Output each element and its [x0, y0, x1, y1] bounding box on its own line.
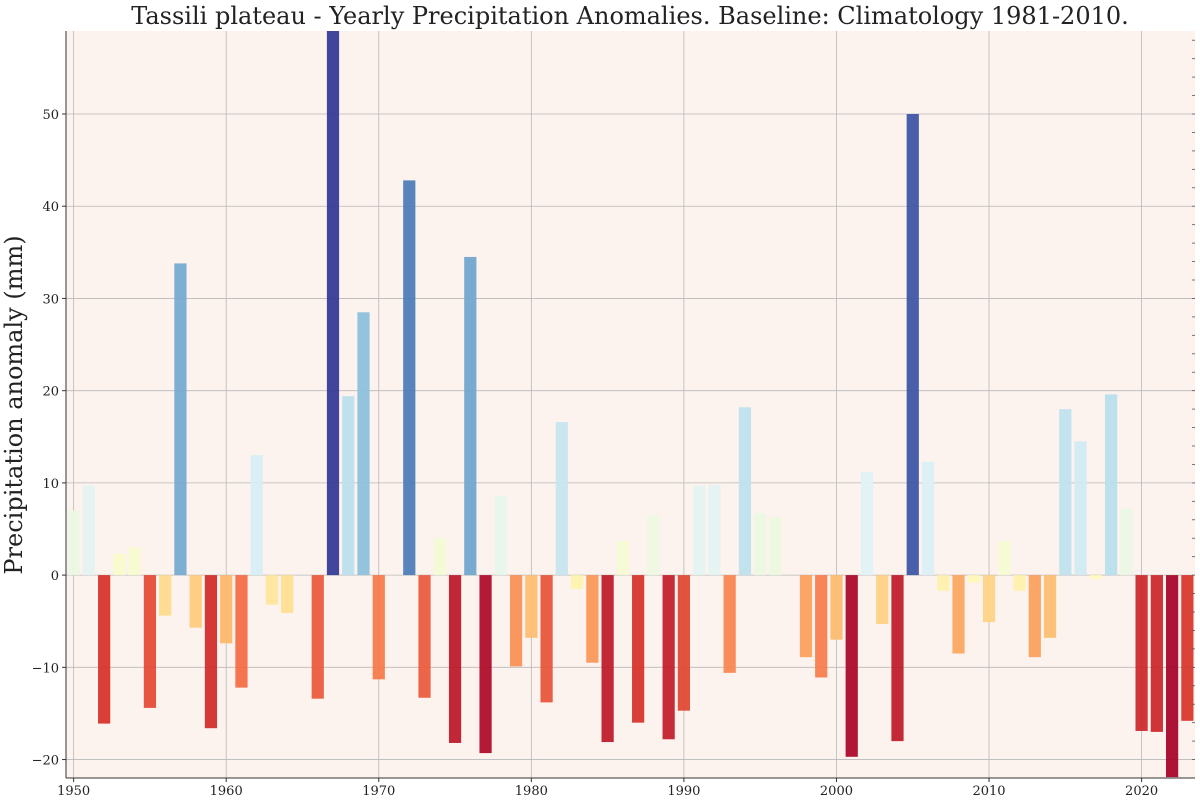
bar-1984 — [586, 575, 599, 663]
plot-area — [66, 31, 1195, 778]
bar-2005 — [906, 114, 919, 576]
bar-2001 — [845, 575, 858, 757]
bar-2020 — [1135, 575, 1148, 731]
bar-1981 — [540, 575, 553, 703]
bar-1999 — [815, 575, 828, 678]
x-tick-label: 2020 — [1125, 784, 1158, 799]
bar-1966 — [311, 575, 324, 699]
bar-1968 — [342, 396, 355, 576]
bar-1957 — [174, 263, 187, 576]
y-tick-label: −10 — [32, 661, 59, 676]
x-tick-label: 1950 — [57, 784, 90, 799]
y-tick-label: 30 — [42, 292, 59, 307]
bar-1963 — [265, 575, 279, 605]
bar-1989 — [662, 575, 675, 740]
bar-2018 — [1104, 394, 1118, 576]
bar-1995 — [754, 513, 767, 576]
bar-1977 — [479, 575, 492, 754]
bar-1998 — [799, 575, 813, 658]
bar-1978 — [494, 495, 507, 576]
bar-2009 — [967, 575, 980, 583]
bar-2019 — [1120, 508, 1133, 576]
bar-1982 — [555, 422, 568, 576]
bar-1969 — [357, 312, 370, 576]
bar-1975 — [448, 575, 462, 743]
bar-1970 — [372, 575, 385, 680]
x-tick-label: 1970 — [362, 784, 395, 799]
y-axis-label: Precipitation anomaly (mm) — [0, 235, 28, 574]
bar-1974 — [433, 538, 446, 576]
bar-1973 — [418, 575, 431, 698]
bar-1976 — [464, 256, 477, 576]
bar-2000 — [830, 575, 843, 640]
bar-2007 — [937, 575, 950, 591]
bar-1964 — [281, 575, 294, 613]
bar-2013 — [1028, 575, 1041, 658]
bar-1988 — [647, 515, 660, 576]
axes: −20 −10 0 10 20 30 40 50 1950 1960 1970 1980 1990 200… — [32, 31, 1195, 799]
bar-1986 — [616, 540, 629, 576]
bars — [67, 31, 1194, 778]
bar-1953 — [113, 553, 126, 576]
bar-1980 — [525, 575, 538, 638]
x-tick-label: 2000 — [820, 784, 853, 799]
bar-1951 — [82, 485, 95, 576]
bar-2010 — [982, 575, 996, 623]
chart-title: Tassili plateau - Yearly Precipitation A… — [131, 2, 1129, 30]
bar-1996 — [769, 517, 782, 576]
y-tick-label: 20 — [42, 385, 59, 400]
bar-1991 — [693, 485, 706, 576]
bar-2012 — [1013, 575, 1026, 591]
bar-1979 — [509, 575, 523, 667]
bar-2006 — [921, 461, 935, 576]
x-tick-label: 1980 — [515, 784, 548, 799]
bar-2017 — [1089, 575, 1102, 579]
bar-1990 — [677, 575, 691, 711]
bar-2002 — [860, 471, 874, 576]
bar-2004 — [891, 575, 904, 742]
bar-1954 — [128, 547, 141, 576]
bar-1959 — [204, 575, 218, 729]
bar-1994 — [738, 407, 752, 576]
bar-1992 — [708, 484, 721, 576]
bar-1955 — [143, 575, 157, 708]
bar-1961 — [235, 575, 248, 688]
y-tick-label: −20 — [32, 754, 59, 769]
bar-1983 — [570, 575, 584, 589]
bar-2016 — [1074, 441, 1087, 576]
bar-2011 — [998, 540, 1011, 576]
bar-1972 — [403, 180, 416, 576]
bar-2021 — [1150, 575, 1163, 732]
x-tick-label: 1990 — [667, 784, 700, 799]
bar-2003 — [876, 575, 889, 624]
bar-2014 — [1043, 575, 1057, 638]
bar-2015 — [1059, 409, 1072, 576]
bar-1987 — [632, 575, 645, 723]
bar-1962 — [250, 455, 263, 576]
bar-1960 — [220, 575, 233, 644]
y-tick-label: 0 — [51, 569, 59, 584]
bar-1958 — [189, 575, 202, 628]
bar-1993 — [723, 575, 736, 673]
y-tick-label: 40 — [42, 200, 59, 215]
bar-1952 — [98, 575, 111, 724]
bar-1985 — [601, 575, 614, 743]
bar-2008 — [952, 575, 965, 654]
y-tick-label: 10 — [42, 477, 59, 492]
bar-1950 — [67, 510, 80, 576]
bar-1967 — [326, 31, 340, 576]
x-tick-label: 2010 — [972, 784, 1005, 799]
bar-2022 — [1166, 575, 1179, 778]
bar-1956 — [159, 575, 172, 616]
y-tick-label: 50 — [42, 108, 59, 123]
bar-2023 — [1181, 575, 1194, 721]
x-tick-label: 1960 — [210, 784, 243, 799]
